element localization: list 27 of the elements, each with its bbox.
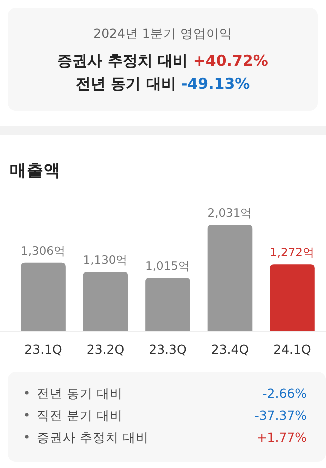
data-label: -37.37% — [254, 408, 308, 423]
bar — [146, 278, 190, 331]
x-tick-label: 23.3Q — [149, 342, 187, 357]
bar — [83, 272, 128, 331]
x-tick-label: 23.4Q — [211, 342, 250, 357]
category-label: 증권사 추정치 대비 — [58, 52, 188, 70]
text: 2024년 1분기 영업이익 — [94, 26, 232, 41]
data-label: -49.13% — [181, 75, 250, 93]
data-label: 1,272억 — [270, 246, 315, 260]
data-label: +1.77% — [256, 430, 308, 445]
data-label: 1,306억 — [21, 244, 66, 258]
bar — [21, 262, 66, 331]
x-tick-label: 23.1Q — [24, 342, 63, 357]
category-label: 증권사 추정치 대비 — [37, 430, 149, 445]
category-label: 직전 분기 대비 — [37, 408, 123, 423]
x-tick-label: 23.2Q — [86, 342, 125, 357]
chart-title: 매출액 — [10, 161, 61, 180]
data-label: 1,015억 — [146, 259, 190, 274]
bar — [208, 225, 253, 331]
data-label: -2.66% — [262, 386, 308, 401]
data-label: 2,031억 — [208, 206, 253, 220]
data-label: +40.72% — [193, 52, 268, 70]
data-label: 1,130억 — [83, 253, 128, 268]
x-tick-label: 24.1Q — [274, 342, 312, 357]
category-label: 전년 동기 대비 — [37, 386, 123, 401]
bar — [270, 264, 315, 331]
category-label: 전년 동기 대비 — [76, 75, 176, 93]
